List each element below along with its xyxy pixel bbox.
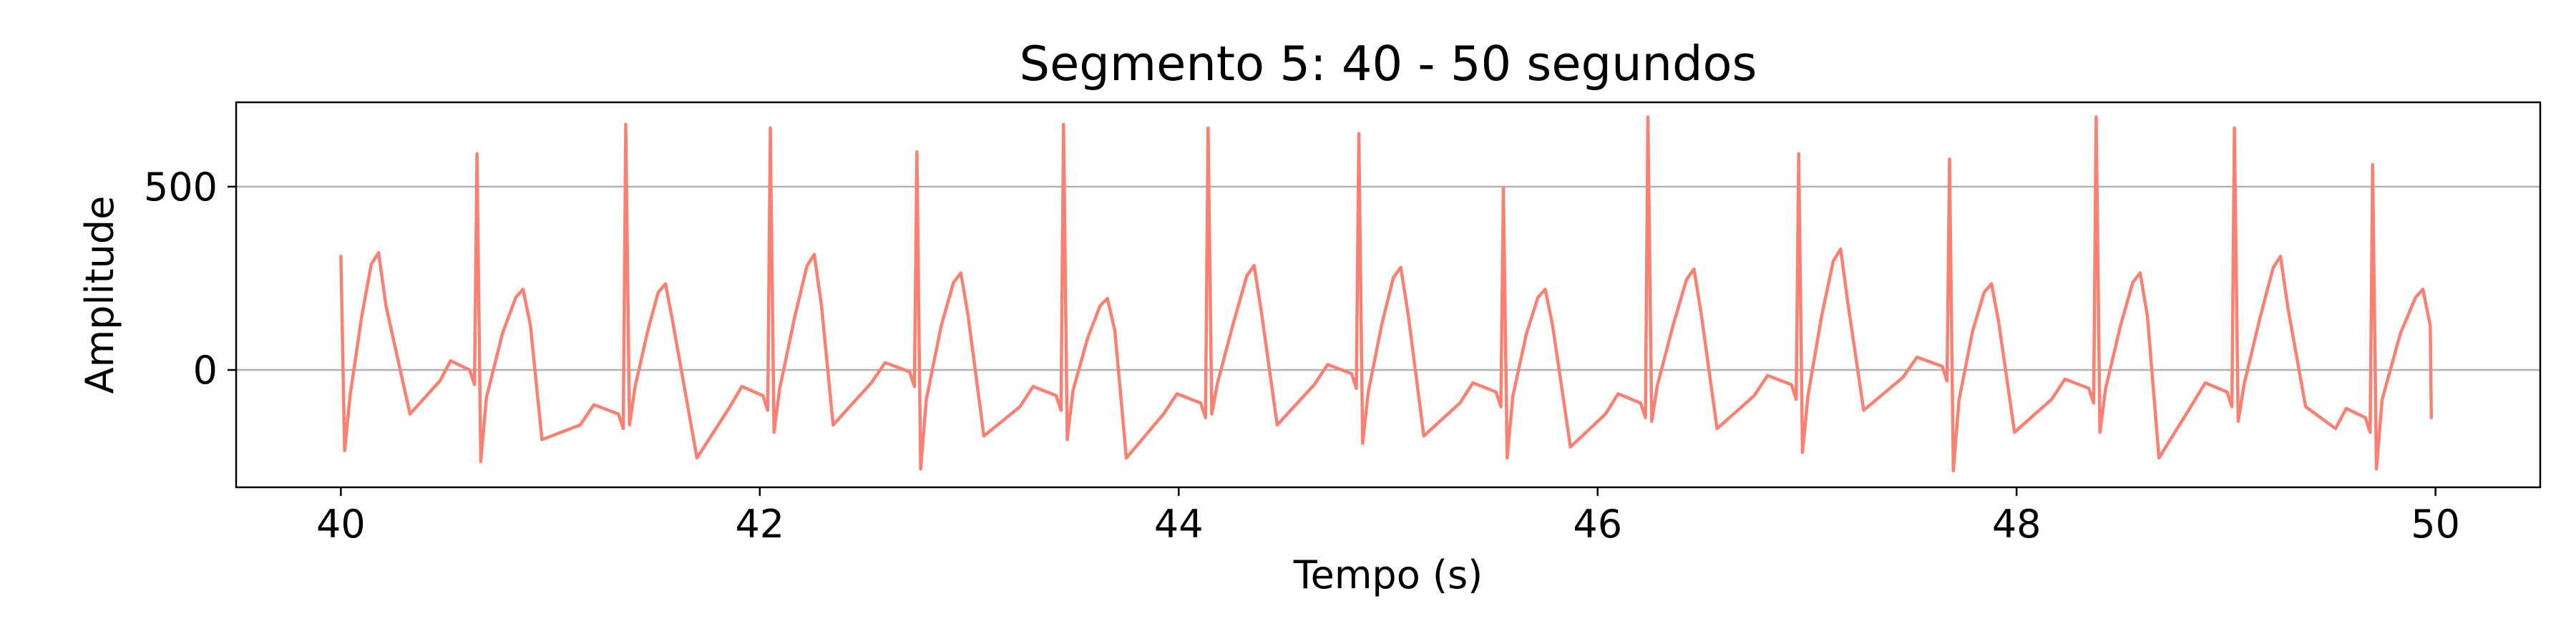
y-tick-label: 0 bbox=[193, 348, 218, 393]
x-tick-label: 44 bbox=[1154, 502, 1204, 547]
x-tick-label: 46 bbox=[1573, 502, 1622, 547]
y-axis-label: Amplitude bbox=[77, 196, 122, 394]
y-tick-label: 500 bbox=[144, 165, 218, 210]
x-tick-label: 40 bbox=[316, 502, 366, 547]
x-axis-label: Tempo (s) bbox=[1293, 552, 1483, 597]
x-tick-label: 48 bbox=[1992, 502, 2041, 547]
x-tick-label: 50 bbox=[2411, 502, 2460, 547]
x-tick-label: 42 bbox=[735, 502, 784, 547]
chart-title: Segmento 5: 40 - 50 segundos bbox=[1020, 36, 1757, 92]
